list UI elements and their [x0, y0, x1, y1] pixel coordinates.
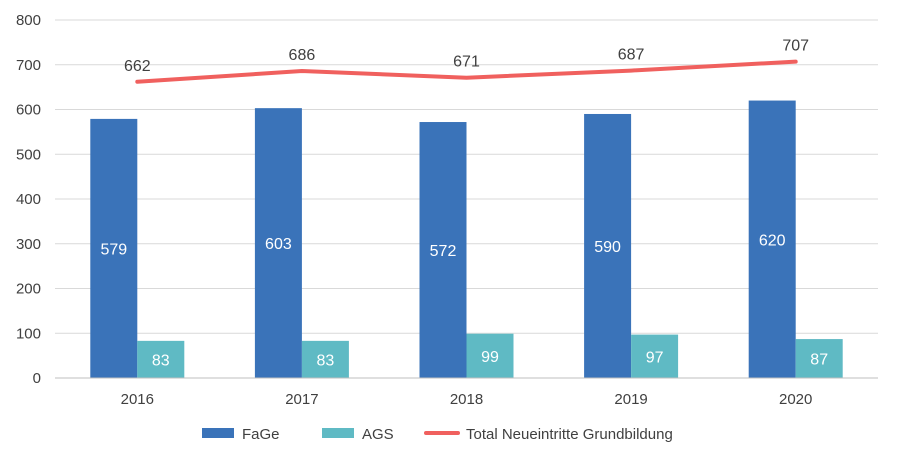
x-tick-label: 2018: [450, 391, 483, 408]
fage-value-label: 590: [594, 239, 621, 256]
legend: FaGe AGS Total Neueintritte Grundbildung: [202, 426, 673, 443]
ags-value-label: 83: [317, 352, 335, 369]
total-value-label: 707: [782, 38, 809, 55]
y-tick-label: 300: [16, 236, 41, 253]
fage-bar: [419, 122, 467, 378]
y-tick-label: 700: [16, 57, 41, 74]
fage-bar: [254, 108, 302, 378]
x-tick-label: 2017: [285, 391, 318, 408]
total-line: [135, 59, 798, 84]
ags-value-label: 87: [810, 352, 828, 369]
total-value-label: 687: [618, 47, 645, 64]
x-tick-label: 2020: [779, 391, 812, 408]
y-tick-label: 600: [16, 102, 41, 119]
y-tick-label: 200: [16, 281, 41, 298]
ags-value-label: 97: [646, 349, 664, 366]
fage-bar: [584, 113, 632, 378]
ags-bar: [631, 334, 679, 378]
ags-bar: [301, 340, 349, 378]
ags-bar: [137, 340, 185, 378]
legend-label-fage: FaGe: [242, 426, 280, 443]
fage-value-label: 572: [430, 243, 457, 260]
legend-swatch-fage: [202, 428, 234, 438]
ags-bar: [795, 339, 843, 378]
y-tick-label: 0: [33, 370, 41, 387]
total-value-label: 662: [124, 58, 151, 75]
fage-bar: [748, 100, 796, 379]
y-tick-label: 800: [16, 12, 41, 29]
ags-bar: [466, 333, 514, 378]
fage-value-label: 579: [100, 241, 127, 258]
total-value-label: 671: [453, 54, 480, 71]
fage-value-label: 620: [759, 232, 786, 249]
legend-label-total: Total Neueintritte Grundbildung: [466, 426, 673, 443]
ags-value-label: 83: [152, 352, 170, 369]
y-tick-label: 100: [16, 325, 41, 342]
bars: [90, 100, 843, 379]
fage-value-label: 603: [265, 236, 292, 253]
total-value-label: 686: [289, 47, 316, 64]
legend-label-ags: AGS: [362, 426, 394, 443]
y-tick-label: 500: [16, 146, 41, 163]
fage-bar: [90, 118, 138, 379]
x-tick-label: 2016: [121, 391, 154, 408]
x-tick-label: 2019: [614, 391, 647, 408]
ags-value-label: 99: [481, 349, 499, 366]
axes: 0 100 200 300 400 500 600 700 800 2016 2017 2018 201…: [16, 12, 878, 408]
data-labels: 579 83 603 83 572 99 590 97 620 87 662 686 671 687 707: [100, 38, 828, 370]
legend-swatch-ags: [322, 428, 354, 438]
y-tick-label: 400: [16, 191, 41, 208]
